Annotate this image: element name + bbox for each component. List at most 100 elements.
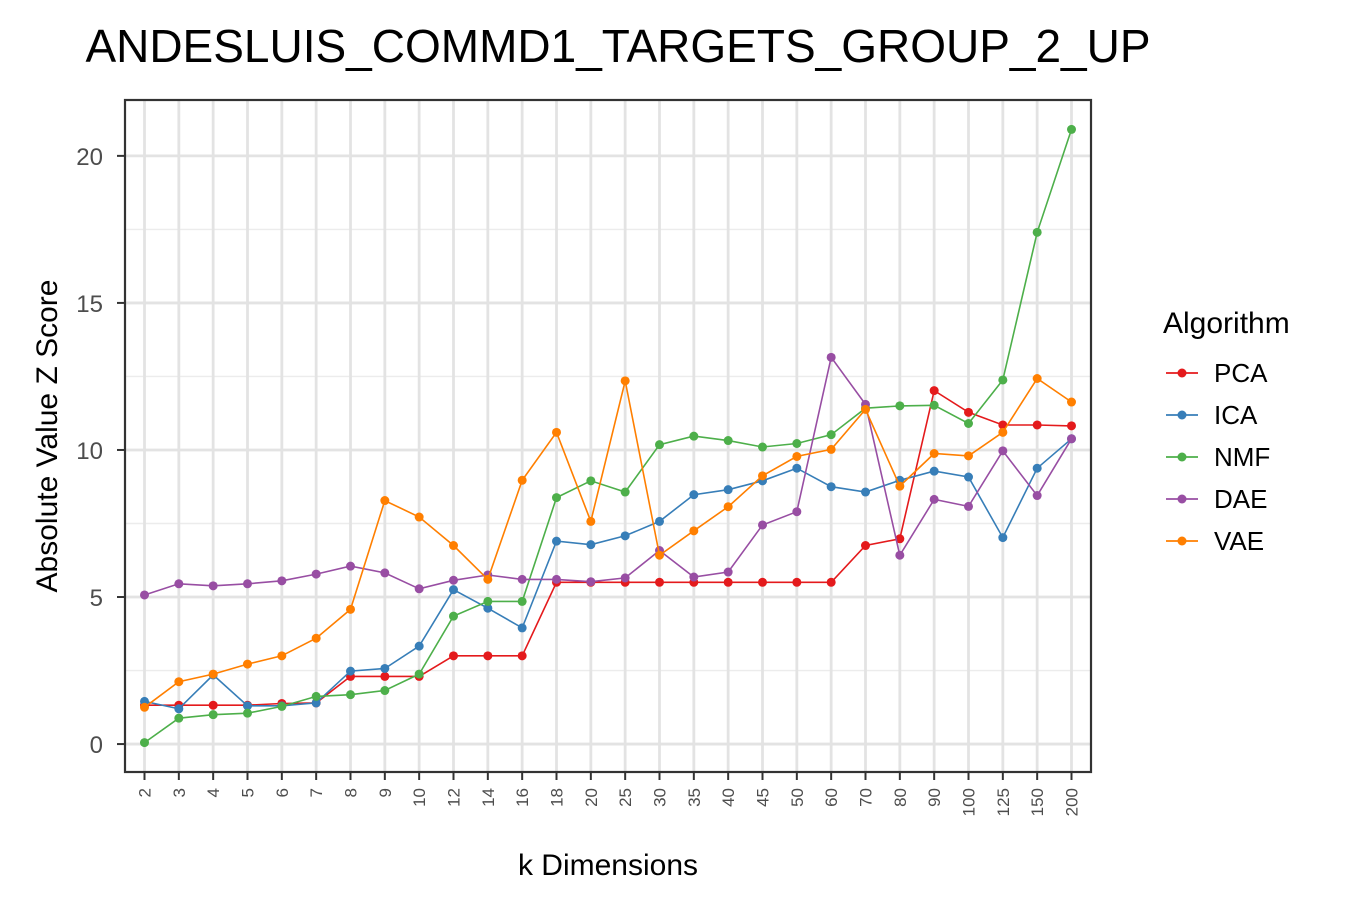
- data-point-pca: [723, 577, 733, 587]
- data-point-vae: [723, 502, 733, 512]
- data-point-vae: [208, 669, 218, 679]
- data-point-vae: [517, 475, 527, 485]
- data-point-pca: [655, 577, 664, 587]
- data-point-dae: [311, 569, 321, 579]
- x-tick-label: 10: [410, 788, 429, 807]
- data-point-nmf: [586, 476, 596, 486]
- x-tick-label: 40: [719, 788, 738, 807]
- data-point-vae: [277, 651, 287, 661]
- x-tick-label: 18: [548, 788, 567, 807]
- x-tick-label: 5: [239, 788, 258, 797]
- series-line-ica: [144, 438, 1073, 710]
- legend-key-point: [1177, 452, 1187, 462]
- data-point-nmf: [414, 669, 424, 679]
- data-point-dae: [998, 446, 1008, 456]
- legend-label: ICA: [1214, 400, 1258, 430]
- data-point-vae: [895, 481, 905, 491]
- data-point-nmf: [758, 442, 767, 452]
- legend-item-dae: DAE: [1166, 484, 1267, 514]
- x-tick-label: 4: [204, 788, 223, 797]
- data-point-pca: [1032, 420, 1042, 430]
- series-group: [140, 124, 1076, 748]
- data-point-vae: [929, 448, 939, 458]
- data-point-dae: [895, 550, 905, 560]
- series-nmf: [140, 124, 1076, 748]
- data-point-vae: [998, 427, 1008, 437]
- data-point-vae: [552, 427, 561, 437]
- data-point-nmf: [311, 691, 321, 701]
- x-tick-label: 70: [857, 788, 876, 807]
- data-point-vae: [140, 702, 149, 712]
- data-point-pca: [861, 541, 870, 551]
- data-point-nmf: [140, 738, 149, 748]
- x-tick-label: 20: [582, 788, 601, 807]
- data-point-nmf: [1067, 124, 1076, 134]
- data-point-pca: [517, 651, 527, 661]
- legend-key-point: [1177, 494, 1187, 504]
- data-point-pca: [758, 577, 767, 587]
- data-point-dae: [174, 579, 184, 589]
- data-point-dae: [140, 590, 149, 600]
- data-point-vae: [1032, 374, 1042, 384]
- data-point-nmf: [277, 701, 287, 711]
- data-point-ica: [861, 487, 870, 497]
- data-point-dae: [1032, 491, 1042, 501]
- data-point-dae: [346, 561, 355, 571]
- data-point-pca: [483, 651, 493, 661]
- data-point-vae: [655, 550, 664, 560]
- x-tick-label: 90: [925, 788, 944, 807]
- data-point-ica: [826, 482, 836, 492]
- data-point-nmf: [964, 419, 973, 429]
- data-point-dae: [964, 501, 973, 511]
- data-point-dae: [826, 352, 836, 362]
- legend-item-vae: VAE: [1166, 526, 1264, 556]
- x-tick-label: 80: [891, 788, 910, 807]
- data-point-nmf: [517, 596, 527, 606]
- x-tick-label: 125: [994, 788, 1013, 816]
- x-tick-label: 7: [307, 788, 326, 797]
- y-tick-label: 10: [76, 438, 103, 465]
- x-tick-label: 8: [342, 788, 361, 797]
- series-vae: [140, 374, 1076, 712]
- legend-title: Algorithm: [1163, 307, 1290, 340]
- data-point-dae: [414, 584, 424, 594]
- data-point-pca: [1067, 421, 1076, 431]
- data-point-ica: [586, 540, 596, 550]
- data-point-nmf: [689, 431, 699, 441]
- data-point-nmf: [380, 686, 390, 696]
- legend-label: NMF: [1214, 442, 1270, 472]
- data-point-nmf: [929, 400, 939, 410]
- data-point-ica: [1032, 463, 1042, 473]
- data-point-nmf: [552, 493, 561, 503]
- data-point-vae: [414, 512, 424, 522]
- data-point-nmf: [174, 713, 184, 723]
- data-point-ica: [655, 516, 664, 526]
- x-tick-label: 60: [822, 788, 841, 807]
- y-tick-label: 20: [76, 144, 103, 171]
- data-point-pca: [964, 407, 973, 417]
- data-point-nmf: [723, 436, 733, 446]
- legend-label: VAE: [1214, 526, 1264, 556]
- data-point-pca: [826, 577, 836, 587]
- y-tick-label: 0: [90, 732, 103, 759]
- data-point-nmf: [483, 596, 493, 606]
- data-point-vae: [586, 516, 596, 526]
- data-point-vae: [861, 404, 870, 414]
- x-tick-label: 200: [1063, 788, 1082, 816]
- data-point-dae: [723, 567, 733, 577]
- y-axis-title: Absolute Value Z Score: [31, 280, 64, 593]
- data-point-dae: [277, 576, 287, 586]
- legend-items: PCA ICA NMF DAE VAE: [1166, 358, 1270, 556]
- series-line-pca: [144, 389, 1072, 707]
- panel-border: [123, 98, 1093, 774]
- x-tick-label: 50: [788, 788, 807, 807]
- data-point-ica: [483, 603, 493, 613]
- x-axis-title: k Dimensions: [518, 849, 698, 882]
- data-point-vae: [1067, 397, 1076, 407]
- data-point-dae: [929, 494, 939, 504]
- data-point-vae: [792, 451, 802, 461]
- x-tick-label: 16: [513, 788, 532, 807]
- data-point-ica: [792, 463, 802, 473]
- data-point-vae: [380, 496, 390, 506]
